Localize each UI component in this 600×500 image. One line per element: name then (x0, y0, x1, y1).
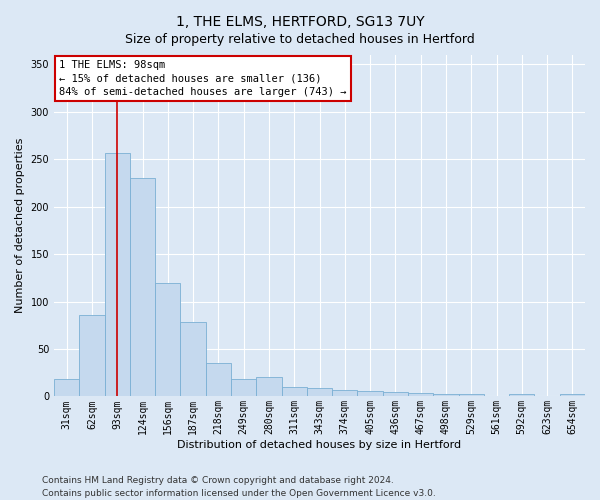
Bar (458, 394, 484, 396)
Bar (206, 363, 231, 396)
X-axis label: Distribution of detached houses by size in Hertford: Distribution of detached houses by size … (178, 440, 461, 450)
Bar (560, 394, 585, 396)
Bar (307, 388, 332, 396)
Text: 1, THE ELMS, HERTFORD, SG13 7UY: 1, THE ELMS, HERTFORD, SG13 7UY (176, 15, 424, 29)
Bar (79, 315, 104, 396)
Text: Contains HM Land Registry data © Crown copyright and database right 2024.
Contai: Contains HM Land Registry data © Crown c… (42, 476, 436, 498)
Bar (104, 152, 130, 396)
Text: Size of property relative to detached houses in Hertford: Size of property relative to detached ho… (125, 32, 475, 46)
Bar (155, 282, 181, 397)
Bar (332, 390, 358, 396)
Y-axis label: Number of detached properties: Number of detached properties (15, 138, 25, 314)
Bar (54, 380, 79, 396)
Bar (130, 178, 155, 396)
Bar (231, 380, 256, 396)
Bar (181, 322, 206, 396)
Bar (358, 390, 383, 396)
Text: 1 THE ELMS: 98sqm
← 15% of detached houses are smaller (136)
84% of semi-detache: 1 THE ELMS: 98sqm ← 15% of detached hous… (59, 60, 347, 96)
Bar (509, 394, 535, 396)
Bar (281, 387, 307, 396)
Bar (383, 392, 408, 396)
Bar (408, 392, 433, 396)
Bar (256, 378, 281, 396)
Bar (433, 394, 458, 396)
